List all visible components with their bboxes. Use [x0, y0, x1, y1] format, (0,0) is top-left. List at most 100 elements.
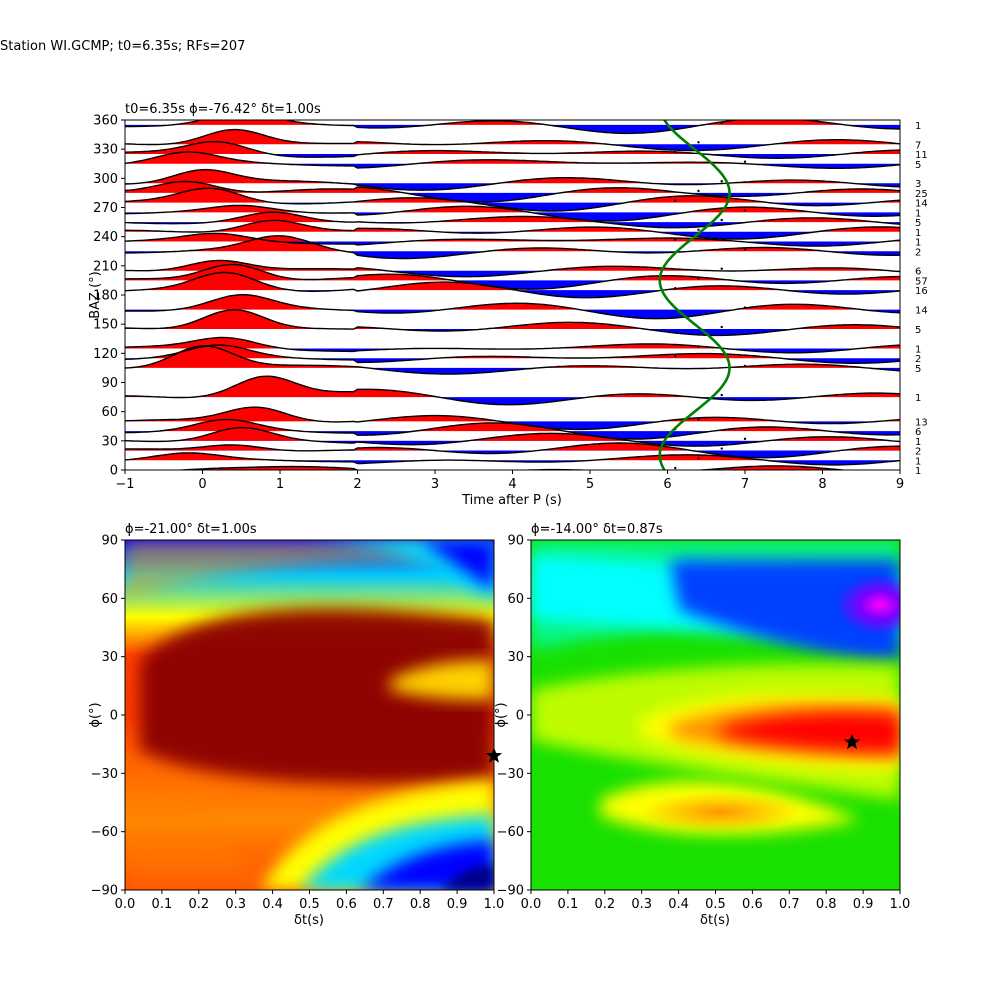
rf-marker [674, 238, 677, 241]
bin-count: 3 [915, 179, 921, 190]
bin-count: 2 [915, 247, 921, 258]
y-tick-label: 330 [93, 143, 118, 158]
x-tick-label: 0.8 [816, 897, 837, 912]
y-tick-label: −60 [91, 825, 118, 840]
rf-positive-fill [125, 188, 900, 203]
rf-marker [743, 209, 747, 212]
rf-positive-fill [125, 205, 900, 213]
rf-negative-fill [125, 144, 900, 151]
rf-marker [697, 228, 700, 232]
bin-count: 14 [915, 199, 928, 210]
rf-positive-fill [125, 181, 900, 193]
bin-count: 11 [915, 150, 928, 161]
rf-traces [125, 120, 900, 470]
bin-count: 5 [915, 160, 921, 171]
rf-trace [125, 235, 900, 260]
x-tick-label: 3 [431, 477, 439, 492]
rf-trace [125, 187, 900, 212]
rf-x-label: Time after P (s) [461, 493, 562, 508]
rf-y-label: BAZ (°) [88, 271, 103, 319]
rf-trace [125, 263, 900, 290]
heatmap-left-x-label: δt(s) [294, 913, 324, 928]
heatmap-right-axes: 0.0 0.1 0.2 0.3 0.4 0.5 0.6 0.7 0.8 0.9 1.0 −90 −60 −… [497, 534, 911, 913]
heatmap-left-axes: 0.0 0.1 0.2 0.3 0.4 0.5 0.6 0.7 0.8 0.9 1.0 −90 −60 −… [91, 534, 505, 913]
heatmap-left: 0.0 0.1 0.2 0.3 0.4 0.5 0.6 0.7 0.8 0.9 1.0 −90 −60 −… [88, 522, 504, 928]
x-tick-label: 0.3 [631, 897, 652, 912]
heatmap-right-x-label: δt(s) [700, 913, 730, 928]
bin-count: 14 [915, 306, 928, 317]
x-tick-label: 0.9 [447, 897, 468, 912]
rf-negative-fill [125, 397, 900, 405]
rf-positive-fill [125, 419, 900, 432]
bin-count: 5 [915, 218, 921, 229]
x-tick-label: 0.2 [594, 897, 615, 912]
rf-trace [125, 452, 900, 466]
y-tick-label: 90 [507, 534, 524, 549]
rf-y-ticks: 0 30 60 90 120 150 180 210 240 270 300 330 360 [93, 114, 125, 479]
rf-trace [125, 426, 900, 447]
rf-marker [743, 306, 747, 309]
y-tick-label: 0 [110, 709, 118, 724]
bin-count: 13 [915, 417, 928, 428]
y-tick-label: −30 [91, 767, 118, 782]
bin-count: 1 [915, 344, 921, 355]
rf-trace [125, 211, 900, 229]
x-tick-label: 0.6 [742, 897, 763, 912]
best-fit-star-right [843, 733, 861, 750]
rf-trace [125, 168, 900, 191]
x-tick-label: 0.5 [705, 897, 726, 912]
rf-trace [125, 180, 900, 203]
rf-positive-fill [125, 294, 900, 310]
rf-negative-fill [125, 280, 900, 290]
rf-marker [720, 447, 723, 450]
y-tick-label: 210 [93, 259, 118, 274]
heatmap-left-title: ϕ=-21.00° δt=1.00s [125, 522, 257, 537]
x-tick-label: 0.9 [853, 897, 874, 912]
rf-panel: −1 0 1 2 3 4 5 6 7 8 9 030609012015018021024027030… [88, 102, 928, 508]
rf-marker [720, 267, 723, 270]
rf-positive-fill [125, 220, 900, 232]
rf-negative-fill [125, 348, 900, 353]
rf-marker [743, 248, 747, 251]
rf-panel-title: t0=6.35s ϕ=-76.42° δt=1.00s [125, 102, 321, 117]
rf-positive-fill [125, 443, 900, 451]
rf-negative-fill [125, 290, 900, 298]
rf-negative-fill [125, 367, 900, 374]
x-tick-label: 0.7 [779, 897, 800, 912]
rf-trace [125, 128, 900, 152]
rf-marker [743, 437, 747, 441]
x-tick-label: 5 [586, 477, 594, 492]
x-tick-label: 7 [741, 477, 749, 492]
rf-positive-fill [125, 260, 900, 271]
rf-positive-fill [125, 272, 900, 291]
bin-count: 5 [915, 325, 921, 336]
y-tick-label: 30 [507, 650, 524, 665]
rf-marker [720, 218, 723, 222]
y-tick-label: −60 [497, 825, 524, 840]
rf-negative-fill [125, 154, 900, 159]
rf-trace [125, 232, 900, 247]
rf-marker [697, 418, 700, 421]
bin-count: 5 [915, 364, 921, 375]
bin-count: 57 [915, 276, 928, 287]
y-tick-label: 270 [93, 201, 118, 216]
bin-count: 2 [915, 447, 921, 458]
bin-count: 6 [915, 267, 921, 278]
rf-trace [125, 140, 900, 159]
x-tick-label: 0 [198, 477, 206, 492]
x-tick-label: 6 [663, 477, 671, 492]
rf-marker [674, 286, 677, 290]
rf-marker [720, 393, 723, 397]
rf-positive-fill [125, 264, 900, 281]
rf-marker [720, 325, 723, 329]
rf-positive-fill [125, 427, 900, 441]
rf-trace [125, 375, 900, 406]
y-tick-label: 60 [507, 592, 524, 607]
x-tick-label: 1.0 [890, 897, 911, 912]
y-tick-label: 240 [93, 230, 118, 245]
rf-trace [125, 345, 900, 375]
y-tick-label: −30 [497, 767, 524, 782]
rf-trace [125, 336, 900, 354]
rf-marker [697, 189, 700, 193]
y-tick-label: 60 [101, 592, 118, 607]
